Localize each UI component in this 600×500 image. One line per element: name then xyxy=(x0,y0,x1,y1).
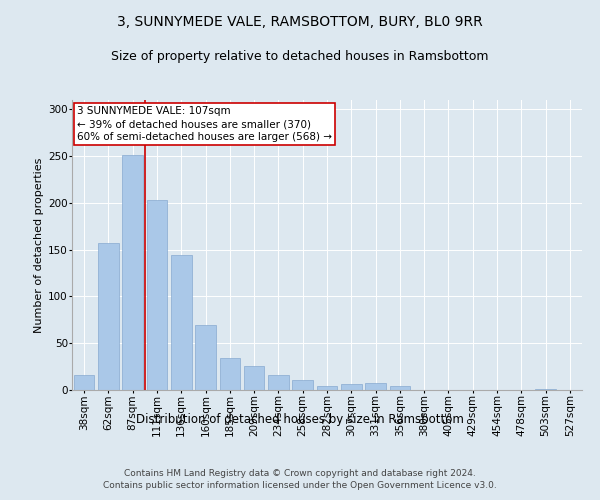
Bar xyxy=(122,155,143,390)
Bar xyxy=(341,384,362,390)
Bar xyxy=(98,243,119,390)
Bar xyxy=(195,326,216,390)
Y-axis label: Number of detached properties: Number of detached properties xyxy=(34,158,44,332)
Bar xyxy=(268,375,289,390)
Bar xyxy=(535,389,556,390)
Bar xyxy=(292,380,313,390)
Text: 3, SUNNYMEDE VALE, RAMSBOTTOM, BURY, BL0 9RR: 3, SUNNYMEDE VALE, RAMSBOTTOM, BURY, BL0… xyxy=(117,15,483,29)
Text: Contains HM Land Registry data © Crown copyright and database right 2024.
Contai: Contains HM Land Registry data © Crown c… xyxy=(103,468,497,490)
Bar xyxy=(220,358,240,390)
Bar xyxy=(244,366,265,390)
Bar xyxy=(317,386,337,390)
Bar xyxy=(146,200,167,390)
Bar xyxy=(171,256,191,390)
Text: Size of property relative to detached houses in Ramsbottom: Size of property relative to detached ho… xyxy=(111,50,489,63)
Text: 3 SUNNYMEDE VALE: 107sqm
← 39% of detached houses are smaller (370)
60% of semi-: 3 SUNNYMEDE VALE: 107sqm ← 39% of detach… xyxy=(77,106,332,142)
Text: Distribution of detached houses by size in Ramsbottom: Distribution of detached houses by size … xyxy=(136,412,464,426)
Bar xyxy=(389,386,410,390)
Bar xyxy=(74,375,94,390)
Bar xyxy=(365,384,386,390)
